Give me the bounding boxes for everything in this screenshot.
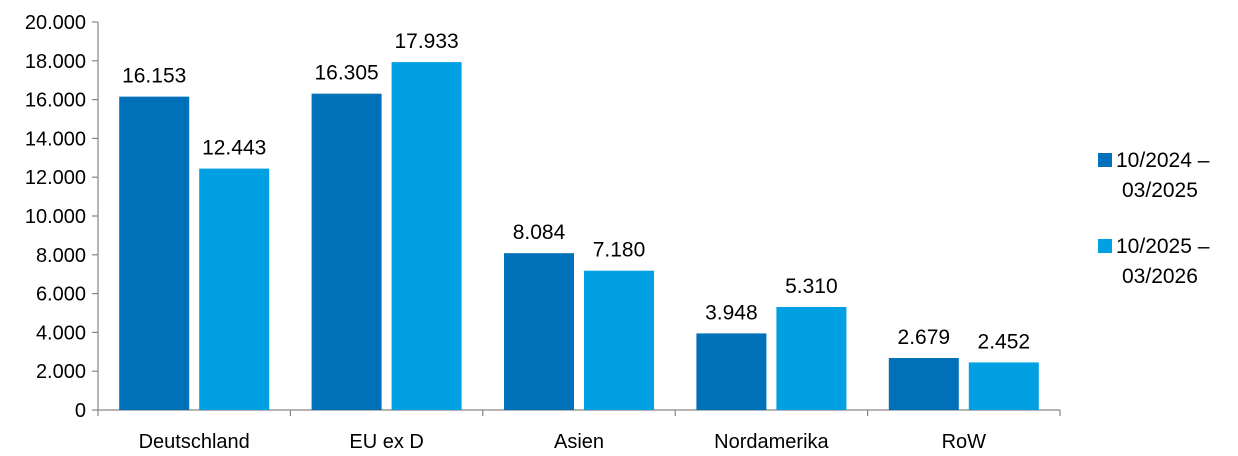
y-tick-label: 12.000 — [25, 167, 86, 189]
data-label: 5.310 — [785, 275, 838, 298]
bars — [119, 62, 1039, 411]
data-label: 17.933 — [394, 30, 458, 53]
data-label: 7.180 — [593, 239, 646, 262]
data-label: 12.443 — [202, 137, 266, 160]
data-label: 16.153 — [122, 65, 186, 88]
data-label: 2.452 — [978, 330, 1031, 353]
bar-series-2 — [968, 362, 1039, 410]
data-label: 16.305 — [314, 62, 378, 85]
x-category-label: Nordamerika — [714, 431, 829, 453]
bar-series-1 — [696, 333, 767, 410]
y-tick-label: 20.000 — [25, 12, 86, 34]
bar-series-1 — [888, 358, 959, 410]
legend-label: 10/2024 – — [1116, 149, 1210, 172]
bar-series-1 — [311, 93, 382, 411]
x-axis: Deutschland EU ex D Asien Nordamerika RoW — [97, 409, 1061, 453]
y-tick-label: 6.000 — [36, 284, 86, 306]
legend-label: 03/2026 — [1122, 265, 1198, 288]
y-axis: 0 2.000 4.000 6.000 8.000 10.000 12.000 14.000 1… — [25, 12, 99, 422]
legend-swatch — [1098, 153, 1112, 167]
x-category-label: Deutschland — [139, 431, 250, 453]
bar-series-2 — [584, 270, 654, 410]
data-label: 3.948 — [705, 301, 758, 324]
x-category-label: Asien — [554, 431, 604, 453]
y-tick-label: 0 — [75, 400, 86, 422]
bar-series-2 — [391, 62, 462, 411]
y-tick-label: 18.000 — [25, 51, 86, 73]
data-labels: 16.153 12.443 16.305 17.933 8.084 7.180 3.948 5… — [122, 30, 1030, 353]
y-tick-label: 2.000 — [36, 361, 86, 383]
legend-label: 10/2025 – — [1116, 235, 1210, 258]
y-tick-label: 14.000 — [25, 128, 86, 150]
x-category-label: RoW — [942, 431, 987, 453]
legend-label: 03/2025 — [1122, 179, 1198, 202]
legend: 10/2024 – 03/2025 10/2025 – 03/2026 — [1098, 149, 1210, 288]
data-label: 2.679 — [898, 326, 951, 349]
y-tick-label: 16.000 — [25, 90, 86, 112]
legend-swatch — [1098, 239, 1112, 253]
data-label: 8.084 — [513, 221, 566, 244]
y-tick-label: 4.000 — [36, 322, 86, 344]
bar-series-2 — [776, 306, 847, 410]
bar-series-2 — [199, 168, 270, 410]
y-tick-label: 10.000 — [25, 206, 86, 228]
y-tick-label: 8.000 — [36, 245, 86, 267]
bar-series-1 — [504, 253, 574, 410]
bar-series-1 — [119, 96, 190, 410]
x-category-label: EU ex D — [349, 431, 423, 453]
